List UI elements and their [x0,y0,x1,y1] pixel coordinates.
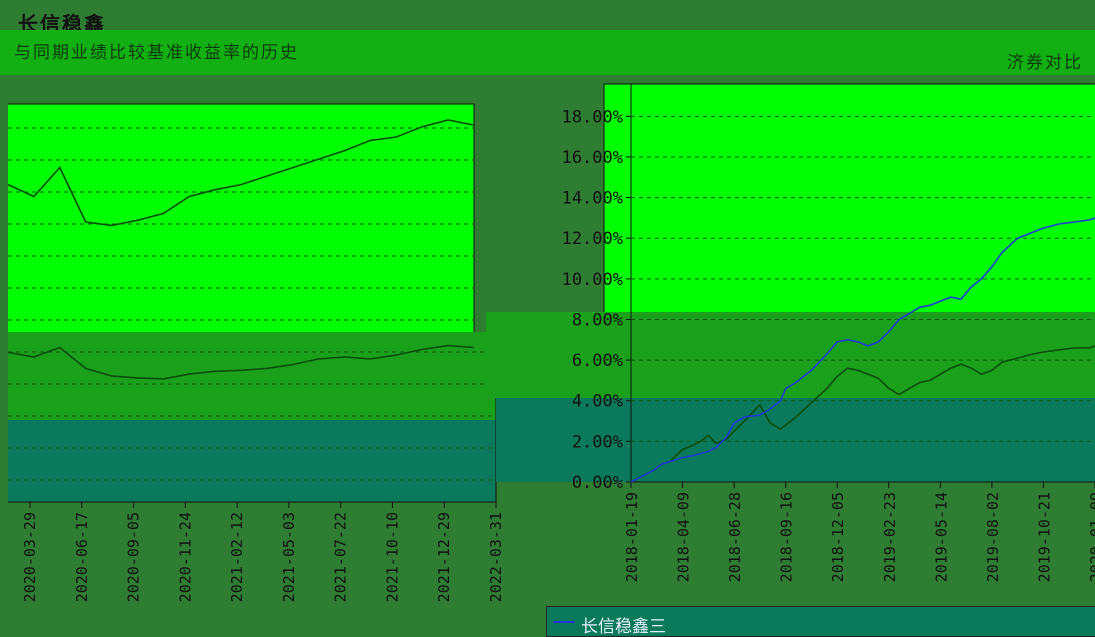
right-chart-mid-band [604,312,1095,398]
x-tick-label: 2021-12-29 [435,512,453,602]
subtitle-band [0,30,1095,75]
left-chart-x-ticks: 2020-03-29 2020-06-17 2020-09-05 2020-11-24… [21,502,505,602]
left-chart-subtitle: 与同期业绩比较基准收益率的历史 [14,43,299,63]
x-tick-label: 2020-03-29 [21,512,39,602]
x-tick-label: 2020-01-09 [1087,492,1095,582]
right-chart-x-ticks: 2018-01-19 2018-04-09 2018-06-28 2018-09-16… [623,482,1095,582]
x-tick-label: 2020-11-24 [176,512,194,602]
x-tick-label: 2018-06-28 [726,492,744,582]
left-series-line [7,119,475,227]
right-chart-axis-band [486,312,604,398]
legend-fund-label: 长信稳鑫三 [581,617,666,637]
left-series-line [7,344,475,380]
y-tick-label: 10.00% [562,270,623,290]
legend: 长信稳鑫三 [546,606,1095,637]
x-tick-label: 2019-05-14 [932,492,950,582]
x-tick-label: 2018-12-05 [829,492,847,582]
x-tick-label: 2019-08-02 [984,492,1002,582]
y-tick-label: 6.00% [572,351,623,371]
legend-fund-swatch [553,621,575,623]
x-tick-label: 2018-04-09 [675,492,693,582]
fund-series-line [630,217,1095,483]
x-tick-label: 2021-02-12 [228,512,246,602]
right-chart-subtitle: 济券对比 [1007,53,1083,73]
x-tick-label: 2021-10-10 [383,512,401,602]
right-chart-axis-lower [496,398,604,482]
x-tick-label: 2018-09-16 [778,492,796,582]
left-chart-lines [7,119,475,380]
right-chart-lines [630,217,1095,483]
left-chart-plot-area [8,104,474,332]
y-tick-label: 8.00% [572,310,623,330]
x-tick-label: 2021-05-03 [280,512,298,602]
x-tick-label: 2021-07-22 [332,512,350,602]
x-tick-label: 2022-03-31 [487,512,505,602]
y-tick-label: 18.00% [562,107,623,127]
y-tick-label: 2.00% [572,432,623,452]
left-chart: 2020-03-29 2020-06-17 2020-09-05 2020-11-24… [7,103,505,602]
benchmark-series-line [630,345,1095,483]
left-chart-gridlines [8,127,496,481]
left-chart-bottom-area [8,420,496,502]
left-chart-lower-band [8,332,496,420]
x-tick-label: 2020-09-05 [125,512,143,602]
y-tick-label: 16.00% [562,148,623,168]
y-tick-label: 4.00% [572,392,623,412]
y-tick-label: 14.00% [562,189,623,209]
x-tick-label: 2019-02-23 [881,492,899,582]
right-chart-gridlines [631,115,1095,442]
y-tick-label: 0.00% [572,473,623,493]
x-tick-label: 2019-10-21 [1035,492,1053,582]
y-tick-label: 12.00% [562,229,623,249]
x-tick-label: 2018-01-19 [623,492,641,582]
x-tick-label: 2020-06-17 [73,512,91,602]
right-chart-y-ticks: 0.00% 2.00% 4.00% 6.00% 8.00% 10.00% 12.00% 14.… [562,107,631,493]
right-chart-lower-area [604,398,1095,482]
right-chart: 0.00% 2.00% 4.00% 6.00% 8.00% 10.00% 12.00% 14.… [486,83,1095,582]
